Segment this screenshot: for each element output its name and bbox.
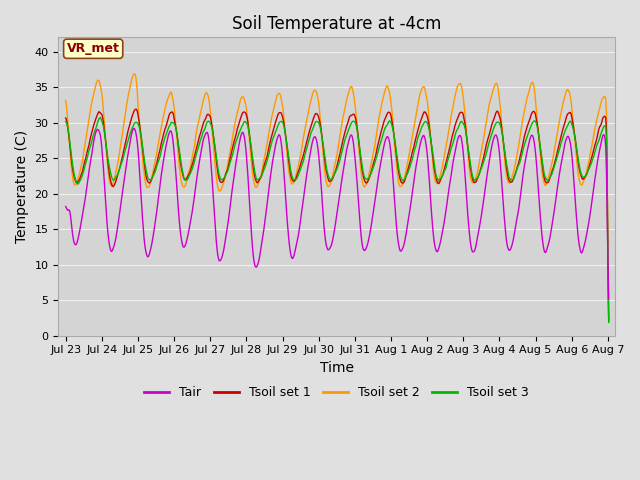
Legend: Tair, Tsoil set 1, Tsoil set 2, Tsoil set 3: Tair, Tsoil set 1, Tsoil set 2, Tsoil se…	[140, 381, 534, 404]
Y-axis label: Temperature (C): Temperature (C)	[15, 130, 29, 243]
X-axis label: Time: Time	[320, 361, 354, 375]
Text: VR_met: VR_met	[67, 42, 120, 55]
Title: Soil Temperature at -4cm: Soil Temperature at -4cm	[232, 15, 442, 33]
